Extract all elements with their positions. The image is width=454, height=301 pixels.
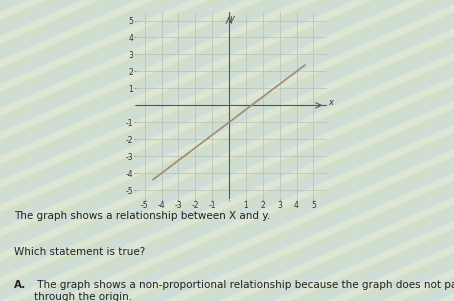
Polygon shape [0,0,191,301]
Polygon shape [0,0,227,301]
Polygon shape [145,0,454,301]
Polygon shape [0,0,173,301]
Polygon shape [0,0,336,301]
Polygon shape [0,0,354,301]
Polygon shape [0,0,245,301]
Polygon shape [400,0,454,301]
Polygon shape [0,0,118,301]
Text: The graph shows a relationship between X and y.: The graph shows a relationship between X… [14,211,270,221]
Polygon shape [182,0,454,301]
Polygon shape [200,0,454,301]
Polygon shape [0,0,281,301]
Polygon shape [418,0,454,301]
Polygon shape [91,0,454,301]
Text: x: x [329,98,334,107]
Polygon shape [345,0,454,301]
Polygon shape [0,0,9,301]
Text: A.: A. [14,280,26,290]
Polygon shape [254,0,454,301]
Polygon shape [18,0,454,301]
Polygon shape [0,0,82,301]
Polygon shape [36,0,454,301]
Text: y: y [230,14,235,23]
Text: Which statement is true?: Which statement is true? [14,247,145,257]
Polygon shape [0,0,300,301]
Polygon shape [309,0,454,301]
Polygon shape [0,0,390,301]
Polygon shape [236,0,454,301]
Text: The graph shows a non-proportional relationship because the graph does not pass
: The graph shows a non-proportional relat… [34,280,454,301]
Polygon shape [73,0,454,301]
Polygon shape [0,0,27,301]
Polygon shape [0,0,136,301]
Polygon shape [0,0,409,301]
Polygon shape [127,0,454,301]
Polygon shape [363,0,454,301]
Polygon shape [0,0,64,301]
Polygon shape [291,0,454,301]
